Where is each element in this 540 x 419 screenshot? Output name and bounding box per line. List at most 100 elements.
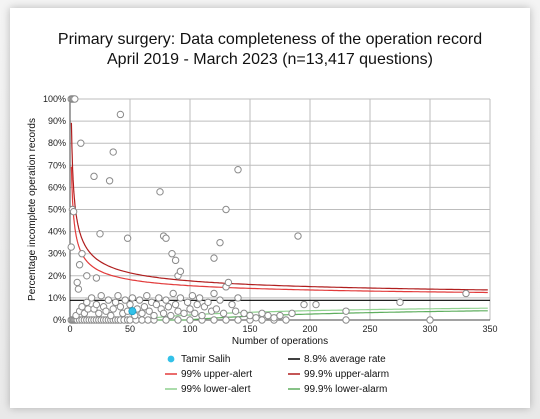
x-tick-label: 250 [362,324,377,334]
unit-point [216,238,224,247]
unit-point [212,305,221,313]
legend: Tamir Salih 8.9% average rate 99% upper-al… [165,354,389,395]
x-tick-label: 150 [242,324,257,334]
unit-point [155,294,163,302]
unit-point [342,307,350,315]
unit-point [116,110,125,119]
unit-point [114,291,122,300]
unit-point [164,303,173,311]
unit-point [67,243,75,251]
unit-point [300,300,308,309]
unit-point [224,278,233,287]
unit-point [231,307,240,315]
legend-label: 99% upper-alert [181,369,252,380]
highlight-point [128,307,137,316]
unit-point [87,294,96,302]
unit-point [83,272,91,280]
x-tick-label: 200 [302,324,317,334]
y-tick-label: 90% [48,116,66,126]
unit-point [128,294,137,302]
unit-point [90,172,98,181]
unit-point [191,309,199,318]
unit-point [174,316,182,324]
legend-swatch-dot [167,355,175,363]
unit-point [143,291,151,300]
unit-point [222,205,230,214]
y-tick-label: 80% [48,138,66,148]
unit-point [204,298,212,307]
legend-label: 8.9% average rate [304,354,386,365]
legend-label: 99.9% lower-alarm [304,384,387,395]
upper-alarm-line [70,122,488,291]
unit-point [69,208,78,216]
x-tick-label: 350 [482,324,497,334]
unit-point [234,166,242,174]
unit-point [270,314,278,322]
unit-point [188,291,197,300]
unit-point [97,291,105,300]
unit-point [426,316,434,324]
y-tick-label: 20% [48,271,66,281]
unit-point [216,296,224,304]
chart-title: Primary surgery: Data completeness of th… [57,31,483,48]
unit-point [96,230,104,238]
unit-point [171,300,180,309]
unit-point [219,309,228,318]
unit-point [126,300,134,309]
unit-point [176,294,185,302]
y-tick-label: 30% [48,249,66,259]
unit-point [396,298,404,307]
unit-point [264,311,272,320]
unit-point [169,289,177,298]
unit-point [462,289,470,298]
unit-point [92,274,101,282]
x-tick-label: 50 [125,324,135,334]
unit-point [84,305,92,313]
y-tick-label: 0% [53,315,66,325]
unit-point [71,95,79,103]
unit-point [186,305,194,313]
unit-point [138,309,146,318]
unit-point [312,300,320,309]
legend-label: Tamir Salih [181,354,230,365]
unit-point [144,316,152,324]
unit-point [342,316,350,324]
unit-point [92,300,101,309]
unit-point [123,234,132,242]
unit-point [252,314,260,322]
unit-point [210,254,218,262]
unit-point [121,296,129,304]
unit-point [73,278,81,287]
legend-label: 99% lower-alert [181,384,251,395]
unit-point [95,309,103,318]
unit-point [258,316,266,324]
y-tick-label: 70% [48,160,66,170]
y-tick-label: 60% [48,182,66,192]
y-tick-label: 100% [43,94,66,104]
unit-point [228,300,236,309]
unit-point [162,316,170,324]
unit-point [109,148,117,156]
unit-point [282,316,290,324]
unit-point [195,294,204,302]
unit-point [78,250,86,258]
unit-point [104,296,113,304]
unit-point [168,250,176,258]
unit-point [77,139,85,147]
unit-point [246,311,254,320]
unit-point [171,256,180,265]
x-tick-label: 0 [67,324,72,334]
unit-point [105,177,114,185]
unit-point [140,303,149,311]
unit-point [183,298,192,307]
unit-point [193,300,201,309]
y-axis-label: Percentage incomplete operation records [27,118,38,301]
x-tick-label: 300 [422,324,437,334]
unit-point [222,316,230,324]
x-axis-label: Number of operations [232,336,328,347]
unit-point [288,309,296,318]
unit-point [138,316,146,324]
unit-point [240,309,248,318]
chart-subtitle: April 2019 - March 2023 (n=13,417 questi… [107,51,433,68]
